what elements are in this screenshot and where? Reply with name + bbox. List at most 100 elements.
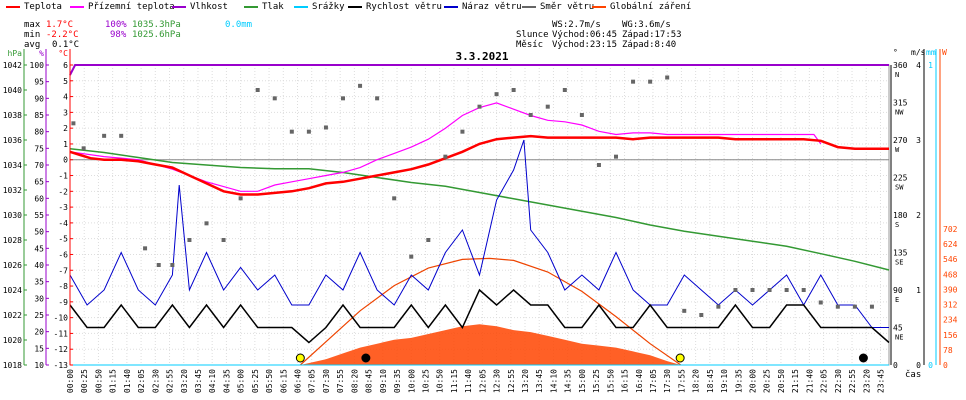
wind-direction-point [477, 104, 482, 109]
x-tick-label: 14:35 [564, 369, 573, 393]
humidity-tick-label: 55 [34, 211, 44, 220]
wind-direction-point [358, 83, 363, 88]
humidity-tick-label: 85 [34, 111, 44, 120]
x-tick-label: 07:30 [322, 369, 331, 393]
radiation-tick-label: 234 [943, 316, 958, 325]
wind-speed-tick-label: 1 [916, 286, 921, 295]
temperature-tick-label: -9 [58, 298, 68, 307]
legend-label: Přízemní teplota [88, 2, 175, 12]
radiation-tick-label: 624 [943, 240, 958, 249]
wind-direction-point [682, 308, 687, 313]
series-radiation-theoretical [299, 257, 682, 366]
wind-direction-point [143, 246, 148, 251]
legend-label: Globální záření [610, 2, 692, 12]
humidity-tick-label: 35 [34, 278, 44, 287]
pressure-tick-label: 1028 [3, 236, 22, 245]
radiation-tick-label: 78 [943, 346, 953, 355]
wind-speed-axis-label: m/s [911, 48, 926, 57]
direction-tick-label: 270 [893, 136, 908, 145]
stat-ws: WS:2.7m/s [552, 20, 601, 30]
wind-direction-dots [71, 75, 874, 363]
x-tick-label: 12:55 [507, 369, 516, 393]
direction-compass-label: NW [895, 109, 904, 117]
series-wind-speed [69, 288, 890, 344]
temperature-tick-label: 0 [63, 156, 68, 165]
wind-direction-point [716, 304, 721, 309]
wind-direction-point [426, 238, 431, 242]
legend-item: Přízemní teplota [70, 2, 175, 12]
series-lines [69, 64, 890, 366]
radiation-tick-label: 468 [943, 270, 958, 279]
x-tick-label: 16:40 [635, 369, 644, 393]
stat-min-label: min [24, 30, 41, 40]
temperature-tick-label: 2 [63, 124, 68, 133]
legend-label: Směr větru [540, 2, 595, 12]
direction-tick-label: 45 [893, 324, 903, 333]
legend-item: Směr větru [522, 2, 594, 12]
direction-tick-label: 225 [893, 174, 908, 183]
series-wind-gust [69, 139, 889, 328]
legend-label: Srážky [312, 2, 345, 12]
wind-direction-point [102, 133, 107, 138]
x-tick-label: 13:20 [521, 369, 530, 393]
wind-direction-point [187, 238, 192, 242]
wind-direction-point [784, 288, 789, 292]
humidity-axis-label: % [39, 49, 44, 58]
radiation-tick-label: 156 [943, 331, 958, 340]
x-tick-label: 10:50 [436, 369, 445, 393]
radiation-tick-label: 312 [943, 301, 958, 310]
x-tick-label: 01:15 [109, 369, 118, 393]
x-tick-label: 23:20 [862, 369, 871, 393]
humidity-tick-label: 45 [34, 244, 44, 253]
x-tick-label: 15:00 [578, 369, 587, 393]
x-tick-label: 06:40 [294, 369, 303, 393]
legend-label: Teplota [24, 2, 62, 12]
radiation-tick-label: 0 [943, 361, 948, 370]
direction-tick-label: 135 [893, 249, 908, 258]
wind-direction-point [665, 75, 670, 80]
pressure-tick-label: 1020 [3, 336, 22, 345]
wind-direction-point [255, 88, 260, 92]
x-tick-label: 06:15 [279, 369, 288, 393]
x-tick-label: 04:35 [222, 369, 231, 393]
x-tick-label: 18:45 [706, 369, 715, 393]
humidity-tick-label: 20 [34, 328, 44, 337]
legend-label: Náraz větru [462, 2, 522, 12]
wind-speed-tick-label: 4 [916, 61, 921, 70]
rain-tick-label: 0 [928, 361, 933, 370]
temperature-tick-label: 1 [63, 140, 68, 149]
x-tick-label: 05:50 [265, 369, 274, 393]
moonrise-marker [858, 353, 868, 363]
temperature-tick-label: 6 [63, 61, 68, 70]
wind-direction-point [341, 96, 345, 101]
temperature-tick-label: -4 [58, 219, 68, 228]
x-tick-label: 22:30 [834, 369, 843, 393]
stat-max-label: max [24, 20, 41, 30]
stat-wg: WG:3.6m/s [622, 20, 671, 30]
moonset-marker [361, 353, 371, 363]
humidity-tick-label: 10 [34, 361, 44, 370]
pressure-tick-label: 1042 [3, 61, 22, 70]
stat-sun-label: Slunce [516, 30, 549, 40]
stat-moon-label: Měsíc [516, 40, 544, 50]
humidity-tick-label: 90 [34, 94, 44, 103]
radiation-tick-label: 702 [943, 225, 958, 234]
temperature-tick-label: -6 [58, 250, 68, 259]
x-tick-label: 11:40 [464, 369, 473, 393]
wind-direction-point [801, 288, 806, 292]
wind-direction-point [170, 263, 175, 267]
radiation-area [299, 257, 682, 366]
x-tick-label: 22:05 [820, 369, 829, 393]
wind-direction-point [596, 163, 601, 167]
stat-max-press: 1035.3hPa [132, 20, 181, 30]
x-tick-label: 02:05 [137, 369, 146, 393]
direction-compass-label: S [895, 221, 899, 229]
legend-swatch [444, 5, 458, 8]
wind-direction-point [81, 146, 86, 151]
legend-item: Rychlost větru [348, 2, 442, 12]
stat-moonset: Západ:8:40 [622, 40, 677, 50]
stat-avg-temp: 0.1°C [52, 40, 80, 50]
humidity-tick-label: 65 [34, 178, 44, 187]
x-tick-label: 15:25 [592, 369, 601, 393]
